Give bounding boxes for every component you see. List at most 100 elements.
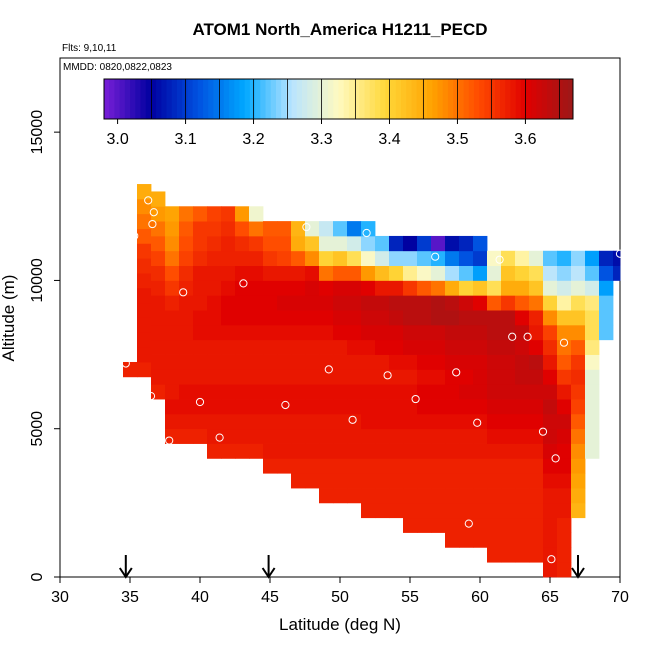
heatmap-cell bbox=[501, 532, 516, 548]
latitude-arrow bbox=[118, 555, 133, 579]
heatmap-cell bbox=[501, 547, 516, 563]
heatmap-cell bbox=[431, 280, 446, 296]
heatmap-cell bbox=[235, 295, 250, 311]
heatmap-cell bbox=[375, 458, 390, 474]
heatmap-cell bbox=[249, 324, 264, 341]
heatmap-cell bbox=[585, 384, 600, 400]
colorbar-segment bbox=[312, 79, 319, 119]
colorbar-segment bbox=[541, 79, 548, 119]
heatmap-cell bbox=[529, 280, 544, 296]
heatmap-cell bbox=[529, 384, 544, 400]
heatmap-cell bbox=[445, 250, 460, 266]
colorbar-segment bbox=[291, 79, 298, 119]
heatmap-cell bbox=[221, 310, 236, 326]
heatmap-cell bbox=[361, 399, 376, 415]
heatmap-cell bbox=[445, 399, 460, 415]
x-tick-label: 40 bbox=[191, 589, 209, 606]
heatmap-cell bbox=[235, 369, 250, 385]
heatmap-cell bbox=[543, 265, 558, 281]
heatmap-cell bbox=[249, 384, 264, 400]
heatmap-cell bbox=[333, 443, 348, 459]
heatmap-cell bbox=[347, 265, 362, 281]
heatmap-cell bbox=[445, 235, 460, 252]
heatmap-cell bbox=[501, 384, 516, 400]
heatmap-cell bbox=[277, 428, 292, 444]
heatmap-cell bbox=[375, 369, 390, 385]
heatmap-cell bbox=[207, 384, 222, 400]
heatmap-cell bbox=[249, 206, 264, 222]
heatmap-cell bbox=[529, 413, 544, 430]
heatmap-cell bbox=[165, 280, 180, 296]
heatmap-cell bbox=[571, 354, 586, 370]
colorbar-segment bbox=[260, 79, 267, 119]
heatmap-cell bbox=[333, 280, 348, 296]
heatmap-cell bbox=[179, 339, 194, 355]
heatmap-cell bbox=[501, 473, 516, 489]
heatmap-cell bbox=[263, 310, 278, 326]
heatmap-cell bbox=[165, 428, 180, 444]
heatmap-cell bbox=[347, 399, 362, 415]
heatmap-cell bbox=[305, 310, 320, 326]
heatmap-cell bbox=[487, 458, 502, 474]
heatmap-cell bbox=[473, 295, 488, 311]
heatmap-cell bbox=[277, 280, 292, 296]
heatmap-cell bbox=[445, 517, 460, 533]
heatmap-cell bbox=[277, 235, 292, 252]
colorbar-segment bbox=[296, 79, 303, 119]
heatmap-cell bbox=[445, 473, 460, 489]
heatmap-cell bbox=[361, 473, 376, 489]
colorbar-segment bbox=[520, 79, 527, 119]
heatmap-cell bbox=[221, 384, 236, 400]
heatmap-cell bbox=[193, 310, 208, 326]
heatmap-cell bbox=[585, 280, 600, 296]
heatmap-cell bbox=[599, 265, 614, 281]
heatmap-cell bbox=[319, 280, 334, 296]
heatmap-cell bbox=[473, 354, 488, 370]
heatmap-cell bbox=[487, 339, 502, 355]
heatmap-cell bbox=[249, 295, 264, 311]
heatmap-cell bbox=[319, 310, 334, 326]
colorbar-segment bbox=[213, 79, 220, 119]
heatmap-cell bbox=[403, 280, 418, 296]
heatmap-cell bbox=[459, 517, 474, 533]
heatmap-cell bbox=[515, 428, 530, 444]
heatmap-cell bbox=[431, 473, 446, 489]
heatmap-cell bbox=[515, 532, 530, 548]
observation-point bbox=[559, 338, 569, 347]
heatmap-cell bbox=[137, 258, 152, 274]
heatmap-cell bbox=[431, 502, 446, 519]
dates-label: MMDD: 0820,0822,0823 bbox=[63, 62, 172, 73]
heatmap-cell bbox=[501, 399, 516, 415]
heatmap-cell bbox=[557, 517, 572, 533]
colorbar-segment bbox=[171, 79, 178, 119]
heatmap-cell bbox=[515, 369, 530, 385]
observation-point bbox=[302, 222, 311, 232]
observation-point bbox=[431, 252, 440, 261]
heatmap-cell bbox=[165, 339, 180, 355]
heatmap-cell bbox=[431, 384, 446, 400]
heatmap-cell bbox=[571, 265, 586, 281]
heatmap-cell bbox=[571, 458, 586, 474]
heatmap-cell bbox=[221, 206, 236, 222]
colorbar-segment bbox=[270, 79, 277, 119]
heatmap-cell bbox=[249, 339, 264, 355]
observation-point bbox=[452, 368, 461, 377]
heatmap-cell bbox=[487, 443, 502, 459]
heatmap-cell bbox=[529, 502, 544, 519]
heatmap-cell bbox=[347, 354, 362, 370]
heatmap-cell bbox=[193, 339, 208, 355]
heatmap-cell bbox=[207, 265, 222, 281]
heatmap-cell bbox=[375, 235, 390, 252]
heatmap-cell bbox=[305, 413, 320, 430]
heatmap-cell bbox=[305, 399, 320, 415]
heatmap-cell bbox=[165, 265, 180, 281]
heatmap-cell bbox=[305, 458, 320, 474]
heatmap-cell bbox=[319, 221, 334, 237]
heatmap-cell bbox=[347, 295, 362, 311]
heatmap-cell bbox=[487, 369, 502, 385]
heatmap-cell bbox=[165, 413, 180, 430]
heatmap-cell bbox=[263, 295, 278, 311]
colorbar-tick-label: 3.5 bbox=[446, 131, 468, 148]
colorbar-segment bbox=[531, 79, 538, 119]
heatmap-cell bbox=[501, 458, 516, 474]
